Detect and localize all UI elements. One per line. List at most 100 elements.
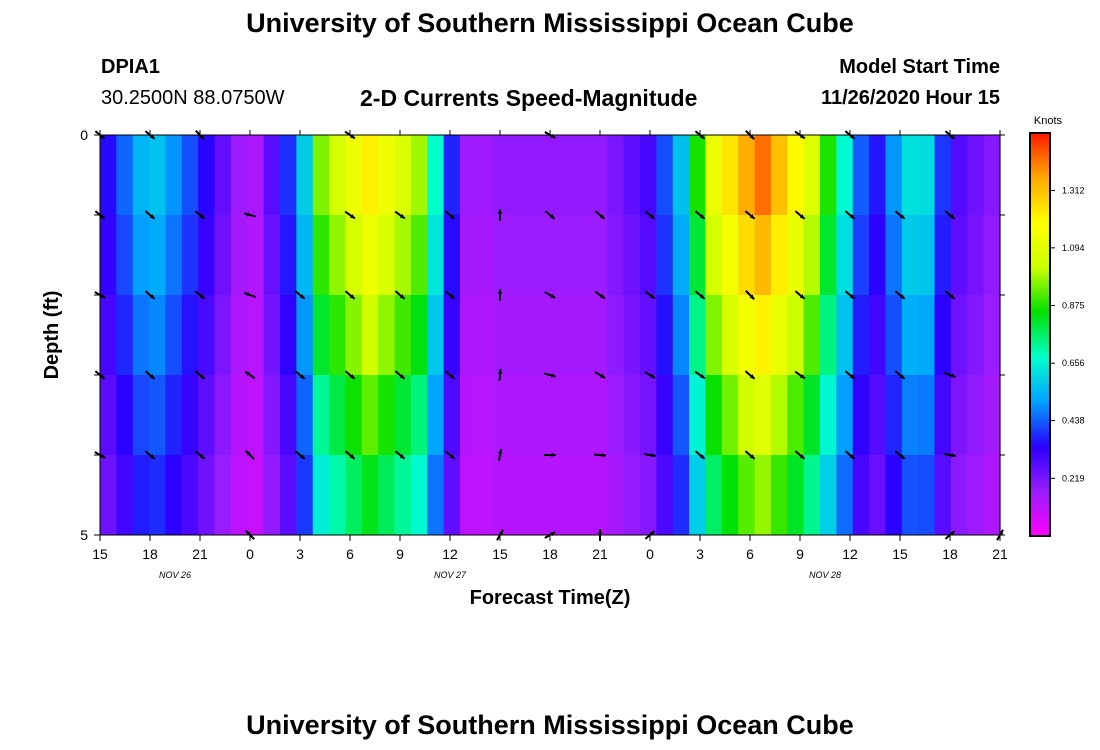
heatmap-cell — [230, 215, 248, 296]
current-arrow — [594, 210, 606, 220]
model-start-label: Model Start Time — [839, 56, 1000, 78]
heatmap-cell — [492, 215, 510, 296]
heatmap-cell — [247, 135, 265, 216]
current-arrow — [497, 209, 503, 221]
current-arrow — [497, 289, 503, 301]
heatmap-cell — [361, 215, 379, 296]
heatmap-cell — [803, 215, 821, 296]
heatmap-cell — [836, 295, 854, 376]
heatmap-cell — [705, 375, 723, 456]
colorbar-unit: Knots — [1034, 115, 1063, 127]
heatmap-cell — [312, 295, 330, 376]
heatmap-cell — [901, 455, 919, 536]
heatmap-cell — [198, 135, 216, 216]
heatmap-cell — [509, 295, 527, 376]
heatmap-cell — [852, 295, 870, 376]
heatmap-cell — [950, 215, 968, 296]
current-arrow — [543, 372, 557, 378]
heatmap-cell — [394, 375, 412, 456]
heatmap-cell — [181, 455, 199, 536]
heatmap-cell — [574, 455, 592, 536]
heatmap-cell — [558, 375, 576, 456]
current-arrow — [245, 450, 255, 460]
heatmap-cell — [427, 215, 445, 296]
heatmap-cell — [149, 375, 167, 456]
current-arrow — [794, 450, 806, 460]
current-arrow — [894, 370, 906, 380]
current-arrow — [745, 290, 755, 300]
colorbar-tick-label: 0.438 — [1062, 416, 1085, 426]
current-arrow — [744, 450, 756, 460]
heatmap-cells — [100, 135, 1001, 536]
heatmap-cell — [263, 135, 281, 216]
heatmap-cell — [116, 295, 134, 376]
heatmap-cell — [918, 295, 936, 376]
heatmap-cell — [738, 375, 756, 456]
x-tick-label: 18 — [942, 546, 958, 562]
heatmap-cell — [803, 455, 821, 536]
heatmap-cell — [100, 455, 117, 536]
heatmap-cell — [476, 215, 494, 296]
heatmap-cell — [738, 455, 756, 536]
heatmap-cell — [705, 295, 723, 376]
heatmap-cell — [787, 295, 805, 376]
current-arrow — [144, 290, 156, 300]
heatmap-cell — [754, 295, 772, 376]
heatmap-cell — [132, 135, 150, 216]
heatmap-cell — [983, 375, 1001, 456]
x-tick-label: 15 — [92, 546, 108, 562]
heatmap-cell — [410, 135, 428, 216]
heatmap-cell — [476, 295, 494, 376]
heatmap-cell — [901, 215, 919, 296]
heatmap-cell — [983, 215, 1001, 296]
heatmap-cell — [132, 455, 150, 536]
heatmap-cell — [525, 135, 543, 216]
current-arrow — [794, 210, 806, 220]
heatmap-cell — [852, 215, 870, 296]
heatmap-cell — [394, 135, 412, 216]
current-arrow — [844, 450, 856, 460]
heatmap-cell — [950, 375, 968, 456]
x-tick-label: 21 — [192, 546, 208, 562]
heatmap-cell — [967, 135, 985, 216]
heatmap-cell — [656, 455, 674, 536]
heatmap-cell — [640, 295, 657, 376]
heatmap-cell — [836, 455, 854, 536]
x-tick-label: 0 — [246, 546, 254, 562]
heatmap-cell — [640, 135, 657, 216]
heatmap-cell — [132, 295, 150, 376]
heatmap-cell — [149, 135, 167, 216]
heatmap-cell — [558, 135, 576, 216]
current-arrow — [344, 450, 356, 460]
heatmap-cell — [950, 135, 968, 216]
heatmap-cell — [132, 375, 150, 456]
heatmap-cell — [689, 135, 707, 216]
colorbar-ramp — [1029, 132, 1051, 537]
heatmap-cell — [230, 455, 248, 536]
heatmap-cell — [558, 215, 576, 296]
x-tick-label: 21 — [992, 546, 1008, 562]
heatmap-cell — [492, 375, 510, 456]
y-axis-label: Depth (ft) — [41, 291, 63, 380]
heatmap-cell — [934, 375, 952, 456]
heatmap-cell — [312, 375, 330, 456]
heatmap-cell — [607, 455, 625, 536]
current-arrow — [744, 370, 756, 380]
current-arrow — [344, 210, 356, 220]
heatmap-cell — [443, 455, 461, 536]
heatmap-cell — [361, 295, 379, 376]
heatmap-cell — [885, 135, 903, 216]
station-coords: 30.2500N 88.0750W — [101, 87, 285, 109]
current-arrow — [594, 371, 606, 379]
heatmap-cell — [689, 215, 707, 296]
x-tick-label: 12 — [842, 546, 858, 562]
heatmap-cell — [836, 375, 854, 456]
heatmap-cell — [640, 215, 657, 296]
heatmap-cell — [280, 215, 297, 296]
heatmap-cell — [132, 215, 150, 296]
heatmap-cell — [345, 455, 363, 536]
heatmap-cell — [705, 215, 723, 296]
heatmap-cell — [607, 295, 625, 376]
heatmap-cell — [721, 295, 739, 376]
heatmap-cell — [656, 295, 674, 376]
